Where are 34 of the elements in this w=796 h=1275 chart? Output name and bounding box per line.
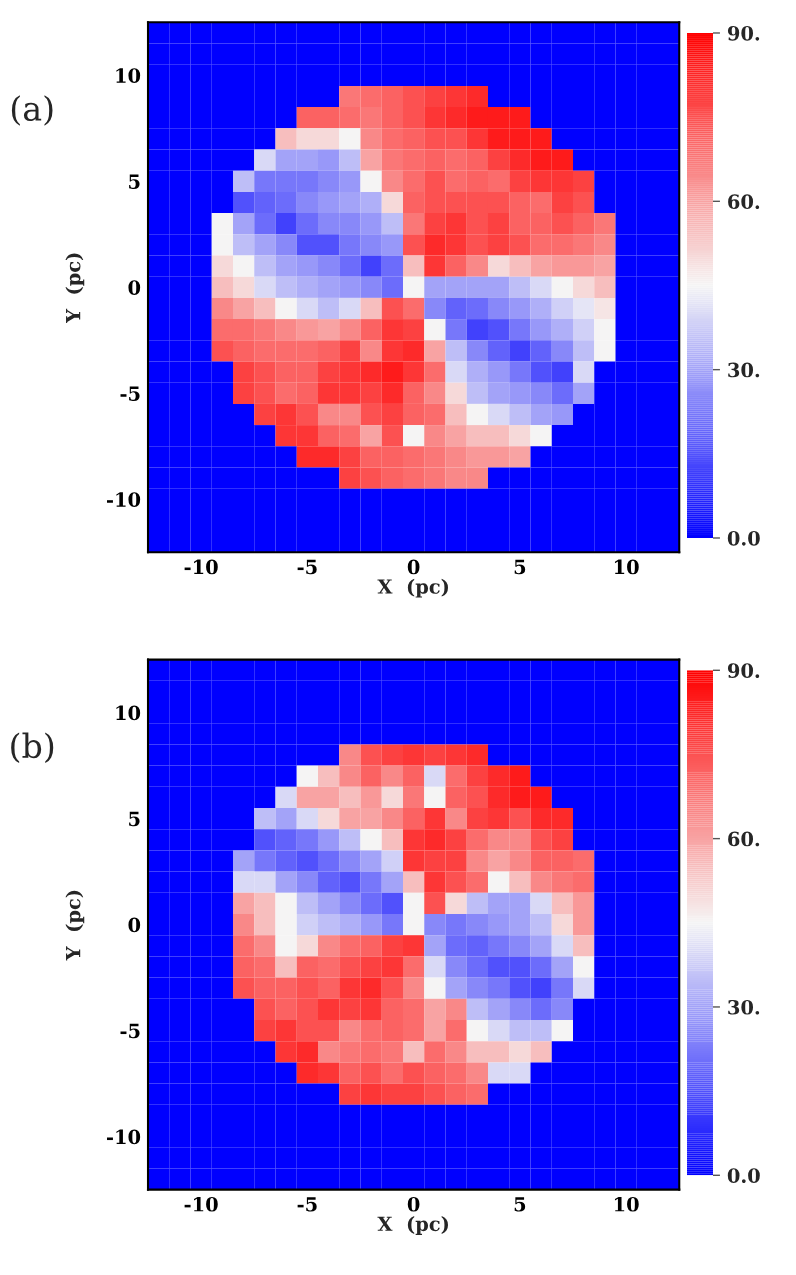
y-tick-label: 5: [129, 174, 140, 189]
text: (a): [11, 95, 53, 126]
x-tick-label: -10: [184, 1196, 218, 1212]
x-tick-label: -10: [184, 559, 218, 575]
x-axis-title: X (pc): [377, 1216, 448, 1235]
x-tick-label: 10: [614, 559, 639, 575]
y-tick-label: 5: [129, 811, 140, 827]
color-bar-label: 0.0: [727, 530, 760, 546]
y-tick-label: 0: [128, 917, 141, 933]
color-bar-label: 90.: [727, 663, 760, 678]
y-tick-label: 10: [116, 705, 141, 721]
y-tick-label: -5: [120, 1023, 140, 1039]
x-axis-title: X (pc): [377, 578, 448, 598]
color-bar-label: 90.: [727, 25, 760, 41]
y-tick-label: -5: [120, 386, 140, 401]
x-tick-label: 10: [614, 1196, 639, 1212]
y-axis-title: Y (pc): [65, 253, 85, 324]
color-bar-label: 60.: [728, 194, 760, 209]
x-tick-label: 0: [407, 1196, 420, 1212]
color-bar-label: 0.0: [727, 1168, 760, 1183]
color-bar-label: 30.: [728, 362, 760, 378]
y-tick-label: -10: [106, 492, 141, 507]
text: (b): [11, 732, 54, 764]
x-tick-label: -5: [297, 559, 317, 575]
y-tick-label: -10: [106, 1129, 141, 1145]
y-tick-label: 0: [128, 280, 141, 295]
x-tick-label: 5: [514, 1197, 526, 1212]
x-tick-label: 5: [514, 559, 526, 575]
x-tick-label: -5: [297, 1197, 317, 1212]
color-bar-label: 30.: [728, 999, 760, 1015]
color-bar-label: 60.: [728, 831, 760, 847]
y-axis-title: Y (pc): [65, 890, 85, 961]
x-tick-label: 0: [407, 559, 420, 575]
y-tick-label: 10: [116, 68, 141, 83]
